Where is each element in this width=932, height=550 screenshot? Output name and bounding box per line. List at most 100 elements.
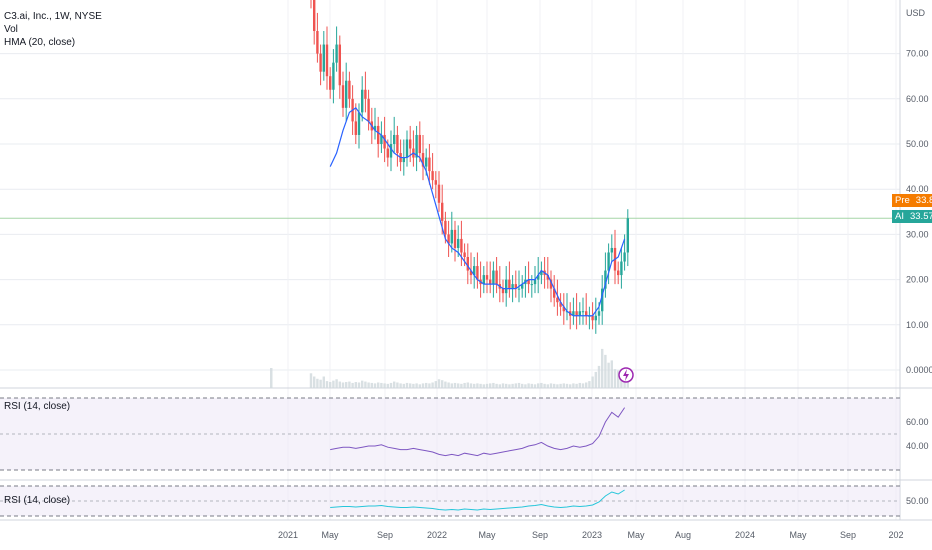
volume-bar [338, 381, 341, 388]
volume-bar [345, 382, 348, 388]
time-tick-label: 2021 [278, 530, 298, 540]
candle-body [517, 288, 521, 290]
candle-body [345, 80, 348, 108]
volume-bar [610, 360, 613, 388]
time-tick-label: May [321, 530, 339, 540]
candle-body [537, 275, 540, 280]
candle-body [431, 171, 434, 181]
candle-body [444, 220, 447, 235]
candle-body [514, 284, 517, 289]
volume-bar [588, 381, 591, 388]
volume-bar [556, 384, 559, 388]
volume-bar [335, 379, 338, 388]
volume-bar [505, 383, 508, 388]
volume-bar [476, 383, 479, 388]
legend-hma[interactable]: HMA (20, close) [4, 37, 76, 48]
volume-bar [521, 383, 524, 388]
volume-bar [373, 383, 377, 388]
volume-bar [313, 376, 316, 388]
price-tick-label: 20.00 [906, 275, 929, 285]
pre-tag: Pre [892, 194, 913, 207]
volume-bar [441, 380, 444, 388]
volume-bar [357, 382, 361, 388]
volume-bar [412, 383, 415, 388]
candle-body [437, 184, 441, 203]
volume-bar [524, 384, 527, 388]
volume-bar [377, 382, 380, 388]
volume-bar [418, 384, 421, 388]
candle-body [476, 266, 479, 280]
rsi-line [330, 407, 626, 457]
candle-body [463, 252, 466, 257]
candle-body [501, 288, 505, 294]
candle-body [610, 247, 613, 253]
volume-bar [549, 383, 553, 388]
volume-bar [386, 383, 389, 388]
candle-body [594, 315, 597, 321]
candle-body [553, 288, 556, 298]
candle-body [556, 297, 559, 303]
candle-body [367, 98, 370, 122]
volume-bar [405, 382, 409, 388]
candle-body [313, 0, 316, 31]
volume-bar [562, 383, 565, 388]
volume-bar [527, 383, 530, 388]
volume-bar [319, 379, 322, 388]
candle-body [373, 125, 377, 131]
volume-bar [517, 382, 521, 388]
volume-bar [370, 382, 373, 388]
candle-body [559, 302, 562, 307]
volume-bar [591, 376, 594, 388]
chart-legend: C3.ai, Inc., 1W, NYSE Vol HMA (20, close… [4, 10, 102, 49]
legend-volume[interactable]: Vol [4, 24, 18, 35]
candle-body [572, 311, 575, 316]
volume-bar [460, 383, 463, 388]
price-tick-label: 70.00 [906, 49, 929, 59]
candle-body [364, 89, 367, 99]
candle-body [405, 139, 409, 158]
candle-body [418, 134, 421, 154]
volume-bar [434, 381, 437, 388]
candle-body [460, 238, 463, 253]
candle-body [450, 229, 453, 244]
candle-body [389, 144, 393, 158]
candle-body [361, 89, 364, 113]
rsi-pane-2-label[interactable]: RSI (14, close) [4, 495, 71, 506]
volume-bar [482, 384, 485, 388]
volume-bar [367, 382, 370, 388]
volume-bar [396, 382, 399, 388]
volume-bar [354, 382, 357, 388]
price-tick-label: 0.0000 [906, 365, 932, 375]
time-tick-label: Aug [675, 530, 691, 540]
volume-bar [450, 383, 453, 388]
last-value: 33.57 [906, 210, 932, 223]
candle-body [482, 275, 485, 285]
volume-bar [597, 365, 601, 388]
time-tick-label: Sep [532, 530, 548, 540]
legend-symbol[interactable]: C3.ai, Inc., 1W, NYSE [4, 11, 102, 22]
candle-body [505, 279, 508, 294]
candle-body [335, 44, 338, 63]
candle-body [447, 234, 450, 244]
volume-bar [540, 382, 543, 388]
volume-bar [489, 383, 492, 388]
volume-bar [332, 380, 335, 388]
candle-body [357, 112, 361, 135]
volume-bar [485, 383, 489, 388]
rsi-pane-1-label[interactable]: RSI (14, close) [4, 401, 71, 412]
candle-body [578, 311, 581, 316]
candle-body [540, 270, 543, 276]
candle-body [457, 238, 460, 248]
volume-bar [492, 382, 495, 388]
rsi-line [330, 489, 625, 511]
volume-bar [351, 382, 354, 388]
candle-body [386, 148, 389, 158]
volume-bar [421, 383, 425, 388]
rsi-tick-label: 50.00 [906, 496, 929, 506]
candle-body [377, 125, 380, 144]
volume-bar [617, 370, 620, 388]
last-tag: AI [892, 210, 907, 223]
volume-bar [473, 383, 476, 388]
volume-bar [329, 382, 332, 388]
